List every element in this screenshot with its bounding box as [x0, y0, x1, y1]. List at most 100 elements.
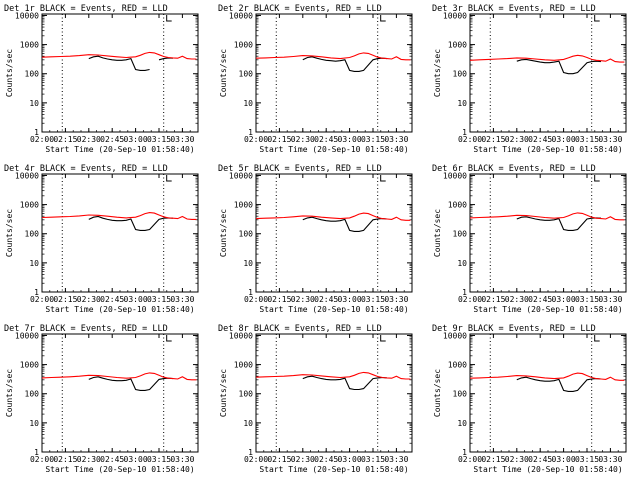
x-tick-label: 02:45 — [100, 135, 124, 144]
chart-title: Det 5r BLACK = Events, RED = LLD — [218, 164, 382, 174]
lld-series-line — [469, 212, 625, 221]
y-tick-label: 1 — [462, 448, 467, 457]
y-tick-label: 10 — [243, 99, 253, 108]
x-tick-label: 02:45 — [100, 295, 124, 304]
x-tick-label: 02:00 — [244, 135, 268, 144]
x-tick-label: 03:00 — [338, 455, 362, 464]
lld-series-line — [41, 212, 197, 220]
y-tick-label: 100 — [239, 70, 254, 79]
y-tick-label: 1000 — [234, 41, 253, 50]
y-tick-label: 1 — [34, 288, 39, 297]
x-tick-label: 02:30 — [77, 135, 101, 144]
x-tick-label: 02:00 — [30, 455, 54, 464]
marker-symbol — [380, 15, 386, 22]
x-axis-label: Start Time (20-Sep-10 01:58:40) — [45, 305, 194, 314]
chart-panel: 02:00 02:15 02:30 02:45 03:00 03:15 03:30 1 10 10… — [4, 4, 199, 154]
y-axis-label: Counts/sec — [219, 369, 228, 417]
y-axis-label: Counts/sec — [5, 209, 14, 257]
x-tick-label: 02:15 — [267, 295, 291, 304]
y-tick-label: 10 — [29, 259, 39, 268]
marker-symbol — [166, 15, 172, 22]
x-tick-label: 02:45 — [314, 455, 338, 464]
x-tick-label: 02:45 — [528, 135, 552, 144]
x-tick-label: 03:30 — [170, 135, 194, 144]
x-tick-label: 02:00 — [244, 455, 268, 464]
x-tick-label: 03:00 — [338, 295, 362, 304]
y-tick-label: 100 — [25, 390, 40, 399]
x-tick-label: 03:30 — [384, 295, 408, 304]
lld-series-line — [255, 371, 411, 380]
events-series-line — [88, 215, 174, 231]
plot-frame — [41, 173, 199, 293]
y-axis-label: Counts/sec — [219, 209, 228, 257]
x-axis-label: Start Time (20-Sep-10 01:58:40) — [259, 145, 408, 154]
events-series-line — [88, 376, 174, 391]
x-tick-label: 02:00 — [458, 295, 482, 304]
events-series-line — [302, 216, 388, 232]
x-tick-label: 03:15 — [575, 135, 599, 144]
y-tick-label: 1 — [34, 128, 39, 137]
events-series-line — [516, 58, 602, 75]
marker-symbol — [380, 335, 386, 342]
y-tick-label: 100 — [453, 70, 468, 79]
x-tick-label: 02:00 — [30, 135, 54, 144]
y-tick-label: 1000 — [448, 41, 467, 50]
x-tick-label: 02:30 — [291, 295, 315, 304]
x-tick-label: 03:15 — [575, 455, 599, 464]
y-tick-label: 1 — [248, 128, 253, 137]
events-series-line — [302, 375, 388, 391]
lld-series-line — [255, 212, 411, 221]
plot-frame — [469, 333, 627, 453]
x-axis-label: Start Time (20-Sep-10 01:58:40) — [473, 465, 622, 474]
x-tick-label: 03:15 — [147, 455, 171, 464]
y-tick-label: 10 — [29, 419, 39, 428]
x-axis-label: Start Time (20-Sep-10 01:58:40) — [45, 145, 194, 154]
x-tick-label: 02:45 — [314, 135, 338, 144]
plot-frame — [469, 173, 627, 293]
chart-panel: 02:00 02:15 02:30 02:45 03:00 03:15 03:30 1 10 10… — [4, 324, 199, 474]
lld-series-line — [469, 372, 625, 381]
chart-title: Det 2r BLACK = Events, RED = LLD — [218, 4, 382, 14]
y-tick-label: 100 — [453, 390, 468, 399]
chart-title: Det 7r BLACK = Events, RED = LLD — [4, 324, 168, 334]
x-tick-label: 03:15 — [147, 135, 171, 144]
x-tick-label: 02:45 — [528, 455, 552, 464]
x-tick-label: 03:00 — [552, 295, 576, 304]
x-tick-label: 02:45 — [314, 295, 338, 304]
y-axis-label: Counts/sec — [5, 369, 14, 417]
y-tick-label: 1000 — [234, 201, 253, 210]
y-axis-label: Counts/sec — [433, 369, 442, 417]
y-tick-label: 10000 — [15, 11, 39, 20]
marker-symbol — [594, 335, 600, 342]
chart-title: Det 3r BLACK = Events, RED = LLD — [432, 4, 596, 14]
chart-panel: 02:00 02:15 02:30 02:45 03:00 03:15 03:30 1 10 10… — [432, 164, 627, 314]
y-tick-label: 10000 — [15, 331, 39, 340]
y-tick-label: 1000 — [20, 201, 39, 210]
x-tick-label: 02:15 — [267, 135, 291, 144]
x-tick-label: 02:30 — [291, 135, 315, 144]
y-axis-label: Counts/sec — [219, 49, 228, 97]
y-tick-label: 10000 — [443, 11, 467, 20]
x-tick-label: 03:15 — [147, 295, 171, 304]
y-tick-label: 10000 — [229, 331, 253, 340]
x-tick-label: 03:15 — [361, 135, 385, 144]
x-tick-label: 03:30 — [598, 295, 622, 304]
lld-series-line — [41, 372, 197, 381]
y-tick-label: 1 — [248, 288, 253, 297]
x-tick-label: 02:15 — [53, 295, 77, 304]
x-tick-label: 03:30 — [170, 455, 194, 464]
chart-title: Det 9r BLACK = Events, RED = LLD — [432, 324, 596, 334]
x-tick-label: 02:15 — [481, 135, 505, 144]
y-tick-label: 1 — [462, 288, 467, 297]
x-tick-label: 02:15 — [53, 455, 77, 464]
y-tick-label: 10000 — [15, 171, 39, 180]
marker-symbol — [166, 175, 172, 182]
y-axis-label: Counts/sec — [433, 209, 442, 257]
y-axis-label: Counts/sec — [5, 49, 14, 97]
chart-title: Det 8r BLACK = Events, RED = LLD — [218, 324, 382, 334]
plot-frame — [469, 13, 627, 133]
events-series-line — [88, 55, 150, 71]
plot-frame — [255, 333, 413, 453]
chart-panel: 02:00 02:15 02:30 02:45 03:00 03:15 03:30 1 10 10… — [432, 4, 627, 154]
